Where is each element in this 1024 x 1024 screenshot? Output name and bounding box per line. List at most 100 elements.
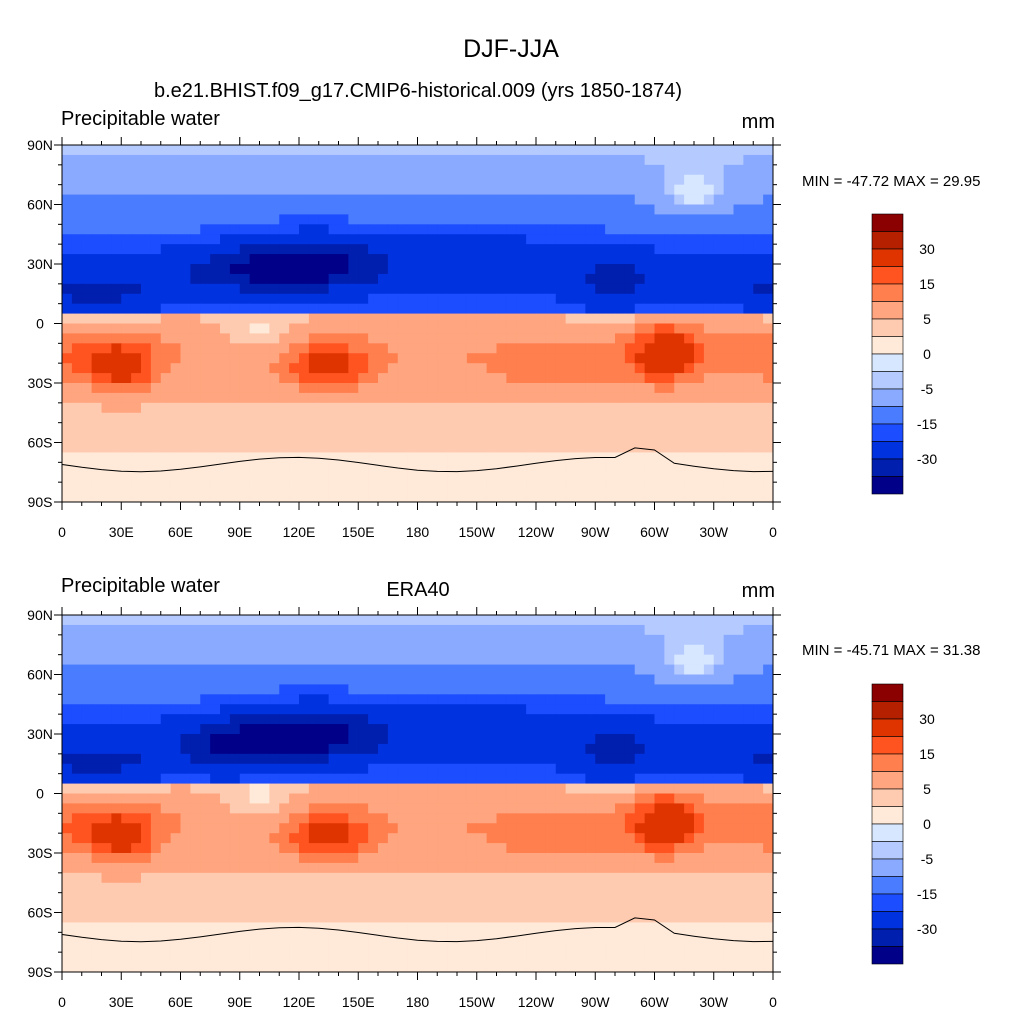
field-cell: [387, 714, 399, 725]
field-cell: [308, 392, 320, 404]
field-cell: [545, 753, 557, 765]
field-cell: [259, 264, 270, 275]
field-cell: [536, 813, 547, 824]
field-cell: [387, 902, 399, 913]
field-cell: [269, 492, 280, 503]
field-cell: [91, 452, 102, 463]
field-cell: [378, 664, 389, 675]
field-cell: [299, 773, 310, 784]
field-cell: [615, 323, 626, 334]
field-cell: [585, 224, 596, 235]
field-cell: [348, 674, 359, 685]
field-cell: [634, 902, 646, 913]
field-cell: [713, 353, 725, 364]
field-cell: [348, 244, 359, 255]
field-cell: [160, 333, 172, 344]
field-cell: [387, 793, 399, 804]
field-cell: [447, 753, 458, 765]
field-cell: [308, 472, 320, 483]
field-cell: [299, 363, 310, 374]
field-cell: [318, 753, 330, 765]
field-cell: [585, 323, 596, 334]
field-cell: [595, 422, 606, 433]
field-cell: [407, 843, 418, 854]
field-cell: [536, 783, 547, 794]
field-cell: [368, 204, 379, 215]
field-cell: [684, 244, 695, 255]
field-cell: [506, 293, 517, 305]
field-cell: [615, 164, 626, 176]
field-cell: [397, 293, 409, 305]
field-cell: [229, 343, 241, 354]
field-cell: [615, 882, 626, 894]
field-cell: [160, 343, 172, 354]
field-cell: [516, 823, 527, 834]
field-cell: [526, 912, 537, 923]
field-cell: [111, 194, 122, 205]
field-cell: [763, 872, 774, 884]
field-cell: [348, 214, 359, 225]
field-cell: [150, 724, 162, 735]
field-cell: [684, 452, 695, 463]
field-cell: [703, 624, 715, 636]
field-cell: [565, 224, 576, 235]
field-cell: [654, 472, 665, 483]
field-cell: [299, 833, 310, 844]
field-cell: [713, 773, 725, 784]
field-cell: [545, 482, 557, 493]
field-cell: [338, 882, 349, 894]
field-cell: [269, 164, 280, 176]
field-cell: [694, 204, 705, 215]
field-cell: [62, 194, 73, 205]
field-cell: [259, 912, 270, 923]
field-cell: [516, 724, 527, 735]
field-cell: [516, 145, 527, 156]
field-cell: [318, 154, 330, 166]
field-cell: [664, 793, 675, 804]
field-cell: [743, 763, 754, 775]
field-cell: [763, 412, 774, 424]
field-cell: [506, 734, 517, 745]
field-cell: [239, 363, 251, 374]
field-cell: [220, 724, 231, 735]
field-cell: [71, 462, 83, 473]
field-cell: [91, 244, 102, 255]
field-cell: [299, 684, 310, 695]
field-cell: [545, 194, 557, 205]
field-cell: [457, 634, 468, 646]
field-cell: [753, 283, 764, 295]
field-cell: [328, 283, 339, 295]
field-cell: [417, 823, 428, 834]
field-cell: [338, 714, 349, 725]
field-cell: [407, 813, 418, 824]
field-cell: [427, 244, 438, 255]
field-cell: [605, 773, 616, 784]
field-cell: [595, 492, 606, 503]
field-cell: [318, 244, 330, 255]
field-cell: [210, 353, 221, 364]
field-cell: [91, 853, 102, 864]
field-cell: [200, 452, 211, 463]
field-cell: [81, 154, 93, 166]
field-cell: [457, 184, 468, 195]
field-cell: [536, 634, 547, 646]
field-cell: [486, 214, 497, 225]
field-cell: [81, 383, 93, 394]
field-cell: [348, 283, 359, 295]
field-cell: [496, 264, 507, 275]
field-cell: [220, 734, 231, 745]
field-cell: [407, 684, 418, 695]
field-cell: [387, 422, 399, 433]
x-tick-label: 30E: [109, 524, 134, 540]
field-cell: [486, 224, 497, 235]
field-cell: [644, 432, 655, 443]
field-cell: [299, 853, 310, 864]
field-cell: [397, 882, 409, 894]
field-cell: [526, 793, 537, 804]
field-cell: [407, 482, 418, 493]
field-cell: [694, 432, 705, 443]
field-cell: [180, 704, 191, 715]
field-cell: [101, 843, 112, 854]
field-cell: [220, 694, 231, 705]
field-cell: [447, 724, 458, 735]
